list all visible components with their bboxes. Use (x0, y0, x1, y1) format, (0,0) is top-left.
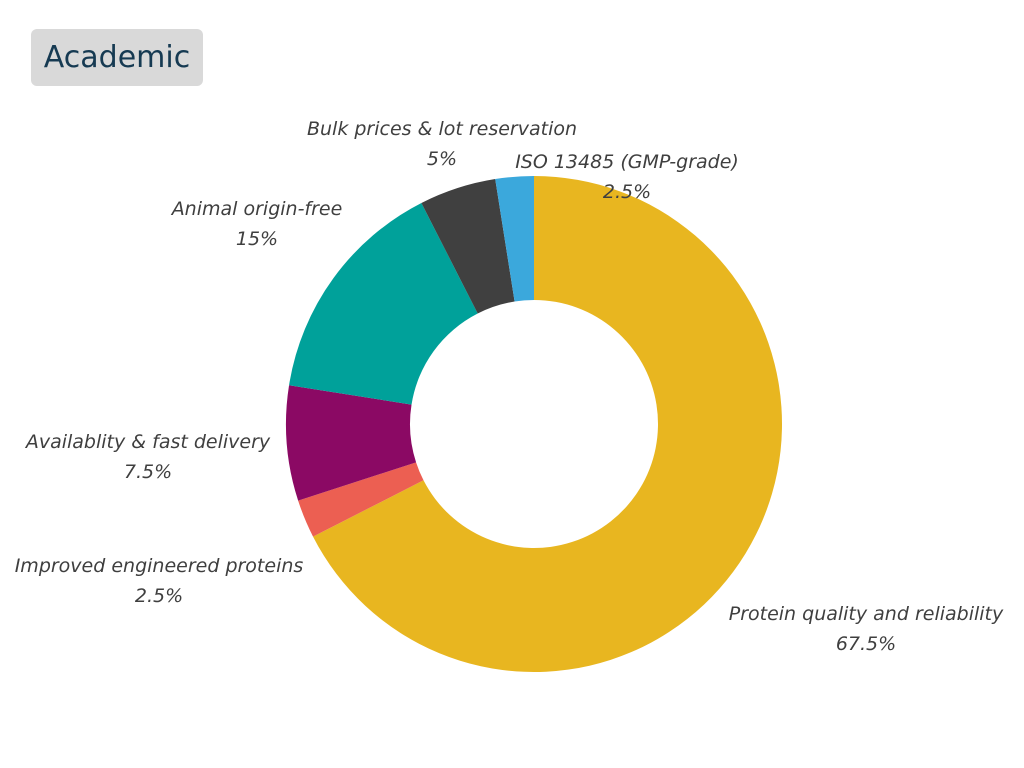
slice-label-name-0: Protein quality and reliability (729, 603, 1004, 625)
donut-slice-2 (286, 385, 417, 501)
donut-slice-4 (421, 179, 515, 314)
donut-slice-5 (495, 176, 534, 302)
chart-title: Academic (43, 40, 191, 75)
donut-slice-0 (313, 176, 782, 672)
slice-labels: Protein quality and reliability 67.5% Impr… (15, 118, 1004, 655)
slice-label-value-0: 67.5% (836, 633, 896, 655)
slice-label-name-4: Bulk prices & lot reservation (307, 118, 577, 140)
chart-title-badge: Academic (31, 29, 203, 86)
donut-slices (286, 176, 782, 672)
slice-label-name-1: Improved engineered proteins (15, 555, 304, 577)
slice-label-name-5: ISO 13485 (GMP-grade) (515, 151, 739, 173)
donut-slice-3 (289, 203, 478, 405)
donut-slice-1 (298, 462, 424, 537)
slice-label-value-3: 15% (236, 228, 278, 250)
slice-label-name-2: Availablity & fast delivery (24, 431, 271, 453)
slice-label-value-4: 5% (427, 148, 457, 170)
slice-label-value-1: 2.5% (135, 585, 183, 607)
slice-label-value-2: 7.5% (124, 461, 172, 483)
slice-label-name-3: Animal origin-free (170, 198, 343, 220)
slice-label-value-5: 2.5% (603, 181, 651, 203)
